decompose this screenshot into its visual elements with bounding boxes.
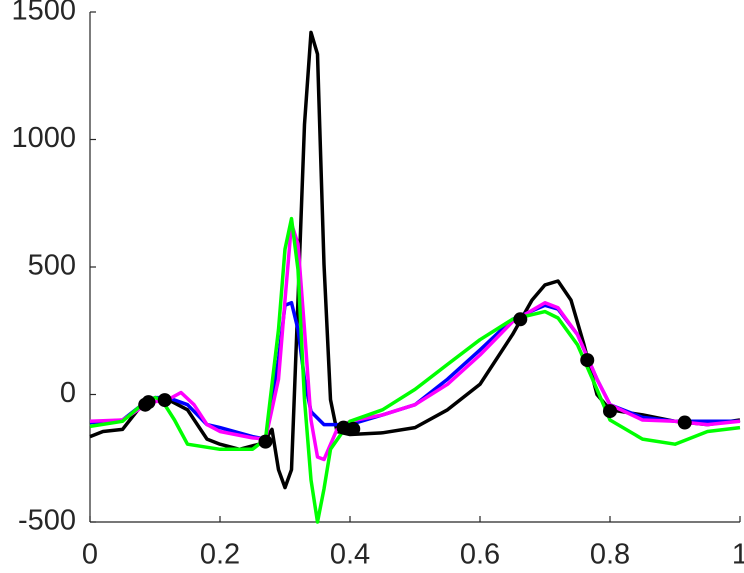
series-line — [89, 221, 741, 462]
x-tick-label: 1 — [732, 539, 744, 571]
x-tick-label: 0 — [82, 539, 98, 571]
marker — [677, 415, 692, 430]
marker — [513, 312, 528, 327]
y-tick-label: 0 — [60, 377, 76, 409]
x-tick-label: 0.6 — [460, 539, 500, 571]
x-tick-label: 0.8 — [590, 539, 630, 571]
y-tick-label: 1000 — [11, 122, 76, 154]
marker — [258, 434, 273, 449]
marker — [580, 353, 595, 368]
x-tick-label: 0.2 — [200, 539, 240, 571]
y-tick-label: 500 — [28, 250, 76, 282]
x-tick-label: 0.4 — [330, 539, 370, 571]
marker — [141, 395, 156, 410]
series-line — [89, 216, 741, 524]
marker — [346, 421, 361, 436]
y-tick-label: -500 — [18, 505, 76, 537]
y-tick-label: 1500 — [11, 0, 76, 27]
marker — [157, 393, 172, 408]
series-line — [89, 30, 741, 490]
marker — [603, 404, 617, 419]
